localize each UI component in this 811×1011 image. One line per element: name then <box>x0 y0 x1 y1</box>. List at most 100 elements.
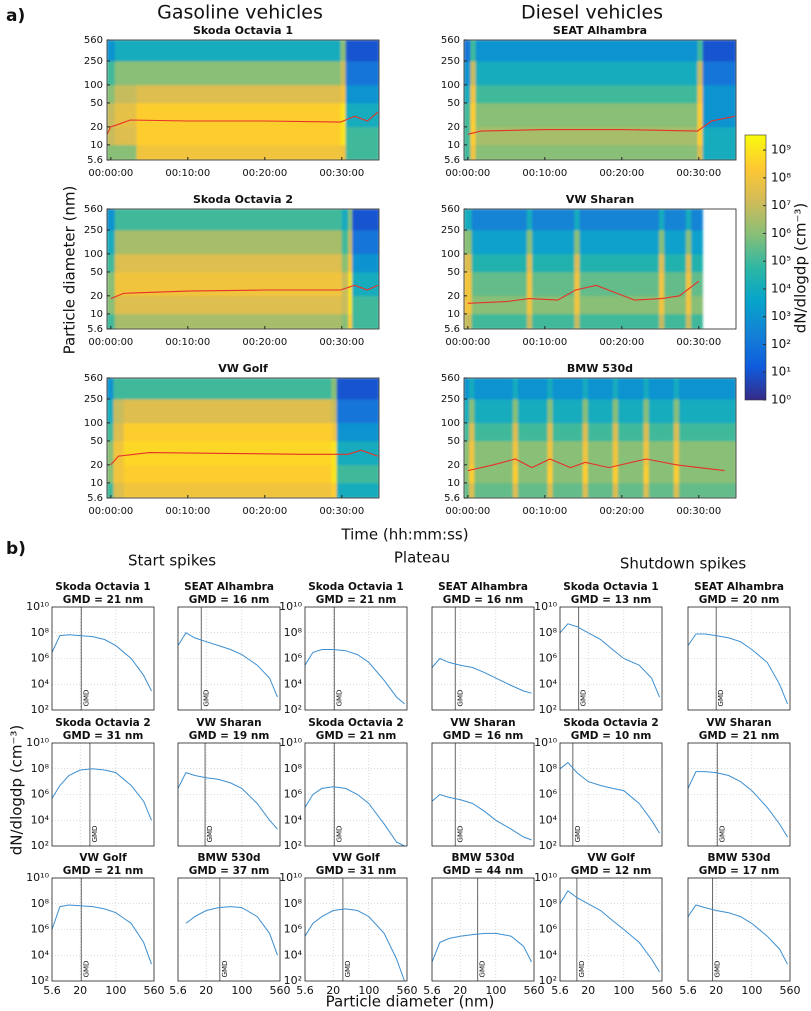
x-tick-label: 560 <box>270 984 291 997</box>
x-tick-label: 00:20:00 <box>242 168 287 179</box>
heatmap-cell <box>464 84 471 104</box>
median-line <box>107 111 379 135</box>
heatmap-cell <box>526 209 533 231</box>
heatmap-cell <box>464 102 471 128</box>
heatmap-cell <box>348 230 353 255</box>
heatmap-cell <box>464 271 472 297</box>
heatmap-cell <box>673 422 680 442</box>
heatmap-cells <box>464 40 736 160</box>
y-tick-label: 10¹⁰ <box>26 600 49 613</box>
plot-frame <box>51 877 155 982</box>
y-tick-label: 10¹⁰ <box>26 871 49 884</box>
heatmap-cell <box>547 440 553 466</box>
heatmap-cell <box>517 464 548 484</box>
y-tick-label: 10⁶ <box>284 788 303 801</box>
colorbar-tick-label: 10⁵ <box>771 254 791 268</box>
plot-frame <box>463 377 737 499</box>
heatmap-cell <box>659 230 665 255</box>
x-tick-label: 5.6 <box>43 984 61 997</box>
y-tick-label: 50 <box>90 267 103 278</box>
panel-subtitle: GMD = 13 nm <box>571 594 652 606</box>
heatmap-cell <box>673 464 680 484</box>
y-tick-label: 10¹⁰ <box>279 736 302 749</box>
heatmap-cell <box>702 61 736 86</box>
x-tick-label: 00:10:00 <box>522 337 567 348</box>
median-line <box>110 449 378 466</box>
spectrum-line <box>304 786 405 847</box>
heatmap-cell <box>464 399 470 424</box>
y-tick-label: 100 <box>441 249 460 260</box>
x-tick-label: 20 <box>581 984 595 997</box>
panel-title: VW Golf <box>79 852 127 864</box>
y-tick-label: 250 <box>441 225 460 236</box>
y-axis-label: Particle diameter (nm) <box>61 186 79 355</box>
colorbar-tick-label: 10⁰ <box>771 393 791 407</box>
heatmap-cell <box>464 61 471 86</box>
heatmap-cell <box>341 209 349 231</box>
heatmap-cell <box>114 84 137 104</box>
gmd-annotation: GMD <box>221 961 229 978</box>
heatmap-cell <box>691 209 703 231</box>
x-tick-label: 100 <box>358 984 379 997</box>
heatmap-cells <box>464 209 703 329</box>
x-tick-label: 00:10:00 <box>165 506 210 517</box>
heatmap-cell <box>107 102 115 128</box>
spectrum-line <box>431 657 532 694</box>
panel-title: SEAT Alhambra <box>694 581 784 593</box>
heatmap-cell <box>532 253 575 273</box>
spectrum-line <box>687 771 788 838</box>
plot-frame <box>106 39 380 161</box>
panel-title: Skoda Octavia 2 <box>308 717 403 729</box>
heatmap-cell <box>331 482 337 498</box>
gmd-annotation: GMD <box>344 961 352 978</box>
heatmap-cell <box>617 464 644 484</box>
colorbar-tick-label: 10³ <box>771 309 791 323</box>
y-tick-label: 10 <box>447 140 460 151</box>
panel-title: Skoda Octavia 1 <box>193 24 293 37</box>
y-tick-label: 10⁴ <box>31 677 50 690</box>
heatmap-cell <box>691 271 703 297</box>
plot-frame <box>559 742 663 847</box>
heatmap-cells <box>464 378 736 498</box>
heatmap-cell <box>526 313 533 329</box>
heatmap-cell <box>464 378 470 400</box>
heatmap-cell <box>648 399 675 424</box>
y-tick-label: 560 <box>84 204 103 215</box>
heatmap-cell <box>340 126 346 146</box>
heatmap-cell <box>648 378 675 400</box>
heatmap-cell <box>664 209 687 231</box>
gmd-annotation: GMD <box>91 826 99 843</box>
heatmap-cell <box>612 422 619 442</box>
heatmap-cell <box>114 209 343 231</box>
panel-subtitle: GMD = 16 nm <box>443 730 524 742</box>
panel-subtitle: GMD = 10 nm <box>571 730 652 742</box>
panel-subtitle: GMD = 21 nm <box>316 594 397 606</box>
heatmap-cell <box>464 253 472 273</box>
heatmap-cell <box>464 295 472 315</box>
panel-title: VW Golf <box>218 362 268 375</box>
heatmap-cell <box>526 253 533 273</box>
panel-title: Skoda Octavia 2 <box>193 193 293 206</box>
x-tick-label: 00:00:00 <box>88 168 133 179</box>
heatmap-cell <box>617 378 644 400</box>
heatmap-cell <box>574 209 580 231</box>
heatmap-cell <box>352 295 379 315</box>
heatmap-cell <box>702 144 736 160</box>
gmd-annotation: GMD <box>335 690 343 707</box>
heatmap-cell <box>475 126 698 146</box>
gmd-annotation: GMD <box>578 961 586 978</box>
heatmap-cell <box>617 399 644 424</box>
heatmap-cell <box>587 482 614 498</box>
y-tick-label: 10⁸ <box>284 626 303 639</box>
heatmap-cell <box>331 422 337 442</box>
heatmap-cell <box>341 313 349 329</box>
y-tick-label: 10² <box>539 974 557 987</box>
heatmap-cell <box>136 144 341 160</box>
phase-header: Start spikes <box>128 552 216 570</box>
heatmap-cell <box>691 253 703 273</box>
heatmap-cell <box>512 422 519 442</box>
plot-frame <box>463 208 737 330</box>
gmd-annotation: GMD <box>718 826 726 843</box>
gmd-annotation: GMD <box>206 826 214 843</box>
gmd-annotation: GMD <box>335 826 343 843</box>
